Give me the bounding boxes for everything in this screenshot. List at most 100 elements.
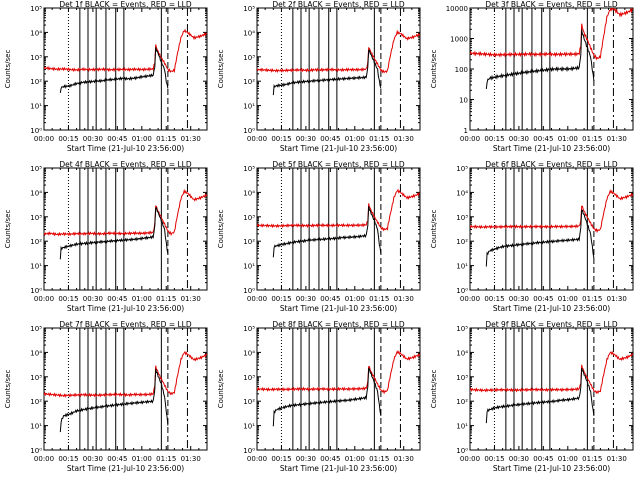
panel-title: Det 1f BLACK = Events, RED = LLD [59, 0, 192, 9]
x-tick-label: 01:30 [181, 295, 201, 303]
x-tick-label: 01:30 [181, 135, 201, 143]
y-tick-label: 10⁴ [243, 29, 255, 37]
x-axis-label: Start Time (21-Jul-10 23:56:00) [280, 144, 397, 153]
y-tick-label: 10⁴ [30, 29, 42, 37]
x-tick-label: 01:15 [369, 295, 389, 303]
x-tick-label: 00:15 [271, 455, 291, 463]
y-tick-label: 10⁰ [243, 127, 255, 135]
panel-title: Det 8f BLACK = Events, RED = LLD [272, 320, 405, 329]
x-tick-label: 00:45 [320, 135, 340, 143]
plot-area: 00:00 00:15 00:30 00:45 01:00 01:15 01:30 10⁰ 10… [217, 320, 421, 473]
x-tick-label: 01:15 [369, 455, 389, 463]
x-tick-label: 00:15 [58, 295, 78, 303]
detector-panel-5: 00:00 00:15 00:30 00:45 01:00 01:15 01:30 10⁰ 10… [217, 160, 421, 313]
events-series-line [485, 29, 595, 90]
y-tick-label: 10² [30, 238, 42, 246]
x-tick-label: 01:30 [394, 455, 414, 463]
y-tick-label: 10⁰ [30, 127, 42, 135]
x-axis-label: Start Time (21-Jul-10 23:56:00) [493, 464, 610, 473]
x-axis-label: Start Time (21-Jul-10 23:56:00) [67, 144, 184, 153]
y-tick-label: 10² [456, 398, 468, 406]
lld-series-line [470, 189, 633, 234]
events-series-line [485, 367, 595, 424]
y-tick-label: 10³ [243, 374, 255, 382]
events-series-line [272, 206, 382, 258]
detector-panel-8: 00:00 00:15 00:30 00:45 01:00 01:15 01:30 10⁰ 10… [217, 320, 421, 473]
x-tick-label: 01:30 [394, 295, 414, 303]
x-tick-label: 00:00 [460, 295, 480, 303]
x-tick-label: 00:45 [533, 455, 553, 463]
x-tick-label: 00:00 [247, 455, 267, 463]
y-axis-label: Counts/sec [430, 210, 438, 249]
panel-title: Det 3f BLACK = Events, RED = LLD [485, 0, 618, 9]
x-tick-label: 00:30 [509, 455, 529, 463]
y-tick-label: 10⁴ [456, 349, 468, 357]
x-axis-label: Start Time (21-Jul-10 23:56:00) [493, 304, 610, 313]
x-tick-label: 01:00 [345, 135, 365, 143]
x-tick-label: 01:00 [345, 295, 365, 303]
y-tick-label: 10³ [243, 214, 255, 222]
detector-panel-6: 00:00 00:15 00:30 00:45 01:00 01:15 01:30 10⁰ 10… [430, 160, 634, 313]
x-tick-label: 00:30 [296, 455, 316, 463]
y-tick-label: 10³ [30, 374, 42, 382]
x-tick-label: 01:15 [582, 295, 602, 303]
plot-area: 00:00 00:15 00:30 00:45 01:00 01:15 01:30 10⁰ 10… [4, 320, 208, 473]
x-axis-label: Start Time (21-Jul-10 23:56:00) [280, 464, 397, 473]
detector-panel-7: 00:00 00:15 00:30 00:45 01:00 01:15 01:30 10⁰ 10… [4, 320, 208, 473]
x-tick-label: 01:15 [156, 295, 176, 303]
x-tick-label: 01:30 [394, 135, 414, 143]
x-tick-label: 01:00 [132, 135, 152, 143]
y-tick-label: 10⁵ [30, 325, 42, 333]
y-tick-label: 10² [243, 398, 255, 406]
y-tick-label: 10³ [243, 54, 255, 62]
y-tick-label: 1000 [450, 36, 468, 44]
y-tick-label: 10¹ [243, 423, 255, 431]
y-axis-label: Counts/sec [430, 370, 438, 409]
plot-area: 00:00 00:15 00:30 00:45 01:00 01:15 01:30 10⁰ 10… [430, 160, 634, 313]
x-axis-label: Start Time (21-Jul-10 23:56:00) [67, 304, 184, 313]
events-series-line [272, 49, 382, 96]
y-axis-label: Counts/sec [217, 50, 225, 89]
x-tick-label: 00:00 [34, 295, 54, 303]
x-tick-label: 00:30 [296, 135, 316, 143]
y-tick-label: 10⁴ [30, 189, 42, 197]
x-tick-label: 01:00 [345, 455, 365, 463]
y-tick-label: 10⁵ [456, 325, 468, 333]
y-tick-label: 10⁴ [243, 189, 255, 197]
y-tick-label: 10¹ [456, 423, 468, 431]
x-axis-label: Start Time (21-Jul-10 23:56:00) [280, 304, 397, 313]
lld-series-line [257, 29, 420, 74]
x-tick-label: 00:45 [320, 455, 340, 463]
y-tick-label: 10³ [30, 54, 42, 62]
detector-panel-2: 00:00 00:15 00:30 00:45 01:00 01:15 01:30 10⁰ 10… [217, 0, 421, 153]
lld-series-line [44, 350, 207, 398]
x-tick-label: 00:00 [247, 135, 267, 143]
x-tick-label: 01:00 [132, 455, 152, 463]
y-tick-label: 10⁰ [30, 287, 42, 295]
x-tick-label: 01:00 [132, 295, 152, 303]
y-tick-label: 10⁵ [243, 325, 255, 333]
plot-area: 00:00 00:15 00:30 00:45 01:00 01:15 01:30 10⁰ 10… [217, 160, 421, 313]
x-tick-label: 01:30 [607, 455, 627, 463]
y-tick-label: 10⁰ [243, 447, 255, 455]
x-tick-label: 00:45 [533, 295, 553, 303]
y-tick-label: 10⁰ [243, 287, 255, 295]
y-tick-label: 10³ [30, 214, 42, 222]
panel-title: Det 9f BLACK = Events, RED = LLD [485, 320, 618, 329]
y-axis-label: Counts/sec [217, 210, 225, 249]
lld-series-line [257, 350, 420, 395]
x-tick-label: 00:15 [484, 135, 504, 143]
lld-series-line [44, 28, 207, 74]
y-tick-label: 10⁴ [456, 189, 468, 197]
y-tick-label: 10⁵ [456, 165, 468, 173]
x-tick-label: 01:15 [156, 135, 176, 143]
x-tick-label: 00:15 [484, 295, 504, 303]
plot-area: 00:00 00:15 00:30 00:45 01:00 01:15 01:30 10⁰ 10… [430, 320, 634, 473]
lld-series-line [470, 8, 633, 61]
detector-panel-9: 00:00 00:15 00:30 00:45 01:00 01:15 01:30 10⁰ 10… [430, 320, 634, 473]
plot-area: 00:00 00:15 00:30 00:45 01:00 01:15 01:30 1 10 10… [430, 0, 634, 153]
lld-series-line [257, 188, 420, 232]
x-tick-label: 01:15 [582, 135, 602, 143]
y-tick-label: 10¹ [30, 263, 42, 271]
